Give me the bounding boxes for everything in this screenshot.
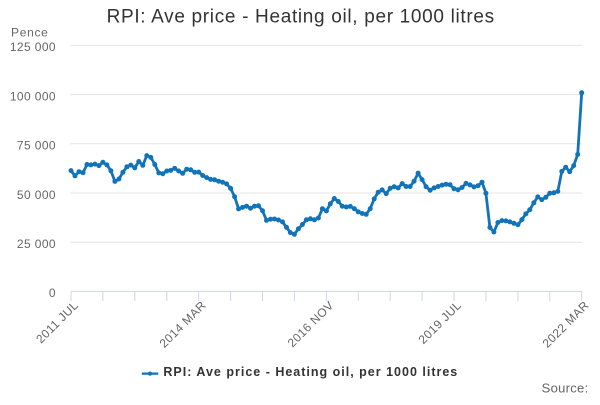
svg-text:RPI: Ave price - Heating oil,: RPI: Ave price - Heating oil, per 1000 l… [163, 365, 458, 379]
svg-text:Source:: Source: [542, 380, 589, 395]
svg-text:125 000: 125 000 [10, 40, 56, 54]
svg-text:RPI: Ave price - Heating oil,: RPI: Ave price - Heating oil, per 1000 l… [107, 7, 495, 28]
svg-text:Pence: Pence [11, 25, 49, 39]
svg-text:0: 0 [49, 286, 56, 300]
svg-text:25 000: 25 000 [17, 237, 56, 251]
svg-text:50 000: 50 000 [17, 188, 56, 202]
svg-text:75 000: 75 000 [17, 139, 56, 153]
svg-text:100 000: 100 000 [10, 89, 56, 103]
